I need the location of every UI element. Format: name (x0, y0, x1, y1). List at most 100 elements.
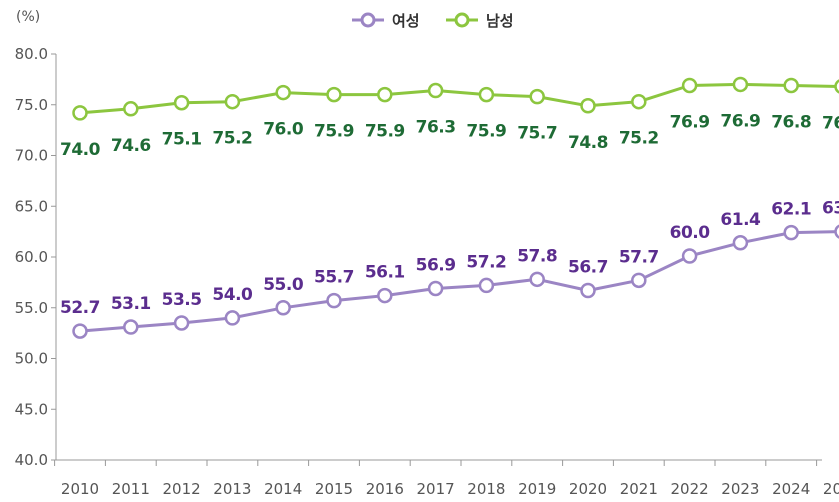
data-label: 76.3 (416, 118, 456, 138)
x-tick-label: 2024 (772, 480, 810, 498)
x-tick-label: 2014 (264, 480, 302, 498)
x-tick-label: 2022 (671, 480, 709, 498)
axes: 40.0 45.0 50.0 55.0 60.0 65.0 70.0 75.0 80.0 2010… (15, 45, 839, 498)
data-label: 62.1 (771, 200, 811, 220)
data-point[interactable] (631, 272, 647, 289)
data-label: 75.2 (212, 129, 252, 149)
legend: 여성 남성 (352, 12, 514, 30)
data-point[interactable] (631, 93, 647, 110)
legend-label-female: 여성 (392, 12, 420, 30)
x-tick-label: 2020 (569, 480, 607, 498)
data-label: 74.0 (60, 140, 101, 160)
x-tick-label: 2013 (213, 480, 251, 498)
data-label: 63.0 (822, 199, 839, 219)
data-label: 74.6 (111, 136, 151, 156)
data-point[interactable] (224, 310, 241, 326)
x-tick-label: 2021 (620, 480, 658, 498)
x-tick-label: 2018 (467, 480, 505, 498)
y-tick-label: 40.0 (15, 451, 48, 469)
y-tick-label: 70.0 (15, 147, 48, 165)
data-label: 53.1 (111, 294, 151, 314)
data-point[interactable] (173, 315, 190, 331)
legend-marker-female (360, 12, 376, 28)
data-labels: 52.7 53.1 53.5 54.0 55.0 55.7 56.1 56.9 57.2 57.8… (60, 111, 839, 318)
data-point[interactable] (72, 323, 88, 339)
data-point[interactable] (427, 280, 444, 297)
data-point[interactable] (275, 300, 291, 316)
series-lines (79, 82, 839, 333)
data-point[interactable] (580, 282, 596, 299)
data-label: 74.8 (568, 133, 608, 153)
data-label: 56.9 (416, 255, 456, 275)
x-tick-label: 2017 (417, 480, 455, 498)
y-tick-label: 65.0 (15, 197, 48, 215)
y-tick-label: 45.0 (15, 400, 48, 418)
data-label: 56.7 (568, 257, 608, 277)
x-tick-label: 2011 (112, 480, 150, 498)
data-label: 76.9 (720, 111, 760, 131)
data-label: 75.9 (314, 122, 354, 142)
data-point[interactable] (529, 88, 545, 105)
y-tick-label: 80.0 (15, 45, 48, 63)
data-label: 75.2 (619, 129, 659, 149)
data-point[interactable] (478, 277, 495, 294)
data-point[interactable] (732, 76, 749, 93)
series-line-1 (79, 82, 839, 115)
data-point[interactable] (326, 292, 342, 309)
data-point[interactable] (681, 77, 698, 94)
data-label: 76.0 (263, 120, 304, 140)
y-tick-label: 60.0 (15, 248, 48, 266)
data-label: 76.9 (670, 112, 710, 132)
y-axis-unit-label: (%) (16, 9, 40, 25)
data-label: 57.8 (517, 246, 557, 266)
legend-marker-male (454, 12, 470, 28)
data-label: 57.7 (619, 247, 659, 267)
data-point[interactable] (123, 101, 139, 117)
data-label: 55.7 (314, 268, 354, 288)
data-label: 56.1 (365, 263, 405, 283)
x-tick-label: 2019 (518, 480, 556, 498)
legend-item-male[interactable]: 남성 (446, 12, 514, 30)
data-point[interactable] (783, 77, 799, 94)
data-point[interactable] (326, 86, 342, 103)
x-tick-label: 2015 (315, 480, 353, 498)
data-point[interactable] (224, 93, 241, 110)
data-label: 54.0 (212, 285, 253, 305)
data-point[interactable] (377, 86, 393, 103)
data-label: 52.7 (60, 298, 100, 318)
data-point[interactable] (275, 84, 291, 101)
data-point[interactable] (173, 94, 190, 111)
x-tick-label: 2010 (61, 480, 99, 498)
data-label: 75.9 (466, 122, 506, 142)
legend-item-female[interactable]: 여성 (352, 12, 420, 30)
data-label: 57.2 (466, 252, 506, 272)
data-point[interactable] (478, 86, 495, 103)
data-point[interactable] (834, 224, 839, 239)
data-point[interactable] (529, 271, 545, 288)
x-tick-label: 2023 (721, 480, 759, 498)
data-point[interactable] (681, 248, 698, 264)
data-point[interactable] (732, 235, 749, 251)
data-point[interactable] (834, 79, 839, 94)
data-label: 61.4 (720, 210, 761, 230)
series-line-0 (79, 230, 839, 333)
data-label: 53.5 (162, 290, 202, 310)
data-label: 55.0 (263, 275, 304, 295)
y-tick-label: 75.0 (15, 96, 48, 114)
y-tick-label: 50.0 (15, 350, 48, 368)
data-point[interactable] (580, 98, 596, 114)
data-point[interactable] (123, 319, 139, 335)
data-label: 75.1 (162, 130, 202, 150)
data-point[interactable] (72, 105, 88, 121)
series-points (72, 76, 839, 339)
data-point[interactable] (783, 224, 799, 241)
x-tick-label: 2012 (163, 480, 201, 498)
x-tick-label: 2016 (366, 480, 404, 498)
x-tick-label: 2025 (823, 480, 839, 498)
data-point[interactable] (427, 82, 444, 99)
data-label: 76.8 (771, 112, 811, 132)
data-label: 76.5 (822, 113, 839, 133)
data-label: 60.0 (670, 223, 711, 243)
data-point[interactable] (377, 287, 393, 304)
